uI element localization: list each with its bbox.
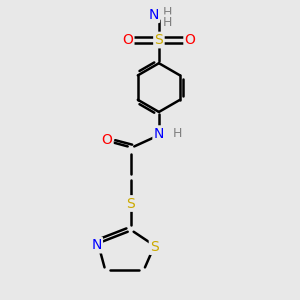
- Text: O: O: [122, 33, 133, 47]
- Text: N: N: [148, 8, 159, 22]
- Text: S: S: [126, 196, 135, 211]
- Text: N: N: [91, 238, 102, 252]
- Text: H: H: [163, 6, 172, 19]
- Text: N: N: [154, 127, 164, 141]
- Text: H: H: [173, 127, 182, 140]
- Text: H: H: [163, 16, 172, 29]
- Text: O: O: [185, 33, 196, 47]
- Text: O: O: [101, 133, 112, 147]
- Text: S: S: [150, 240, 159, 254]
- Text: S: S: [154, 33, 163, 47]
